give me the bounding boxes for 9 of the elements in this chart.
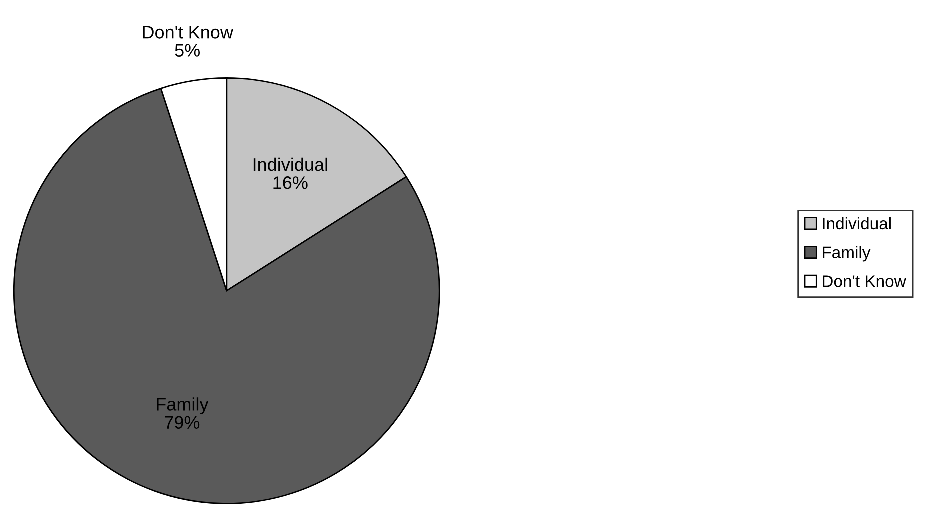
data-label: 5% — [175, 44, 200, 57]
slice-label: Don't Know — [143, 26, 234, 39]
data-label: 79% — [165, 416, 200, 430]
legend-label: Don't Know — [823, 276, 906, 288]
legend-label: Individual — [823, 217, 891, 230]
slice-label: Individual — [254, 158, 328, 172]
data-label: 16% — [274, 176, 308, 190]
legend-label: Family — [823, 246, 871, 262]
slice-label: Family — [157, 398, 209, 414]
